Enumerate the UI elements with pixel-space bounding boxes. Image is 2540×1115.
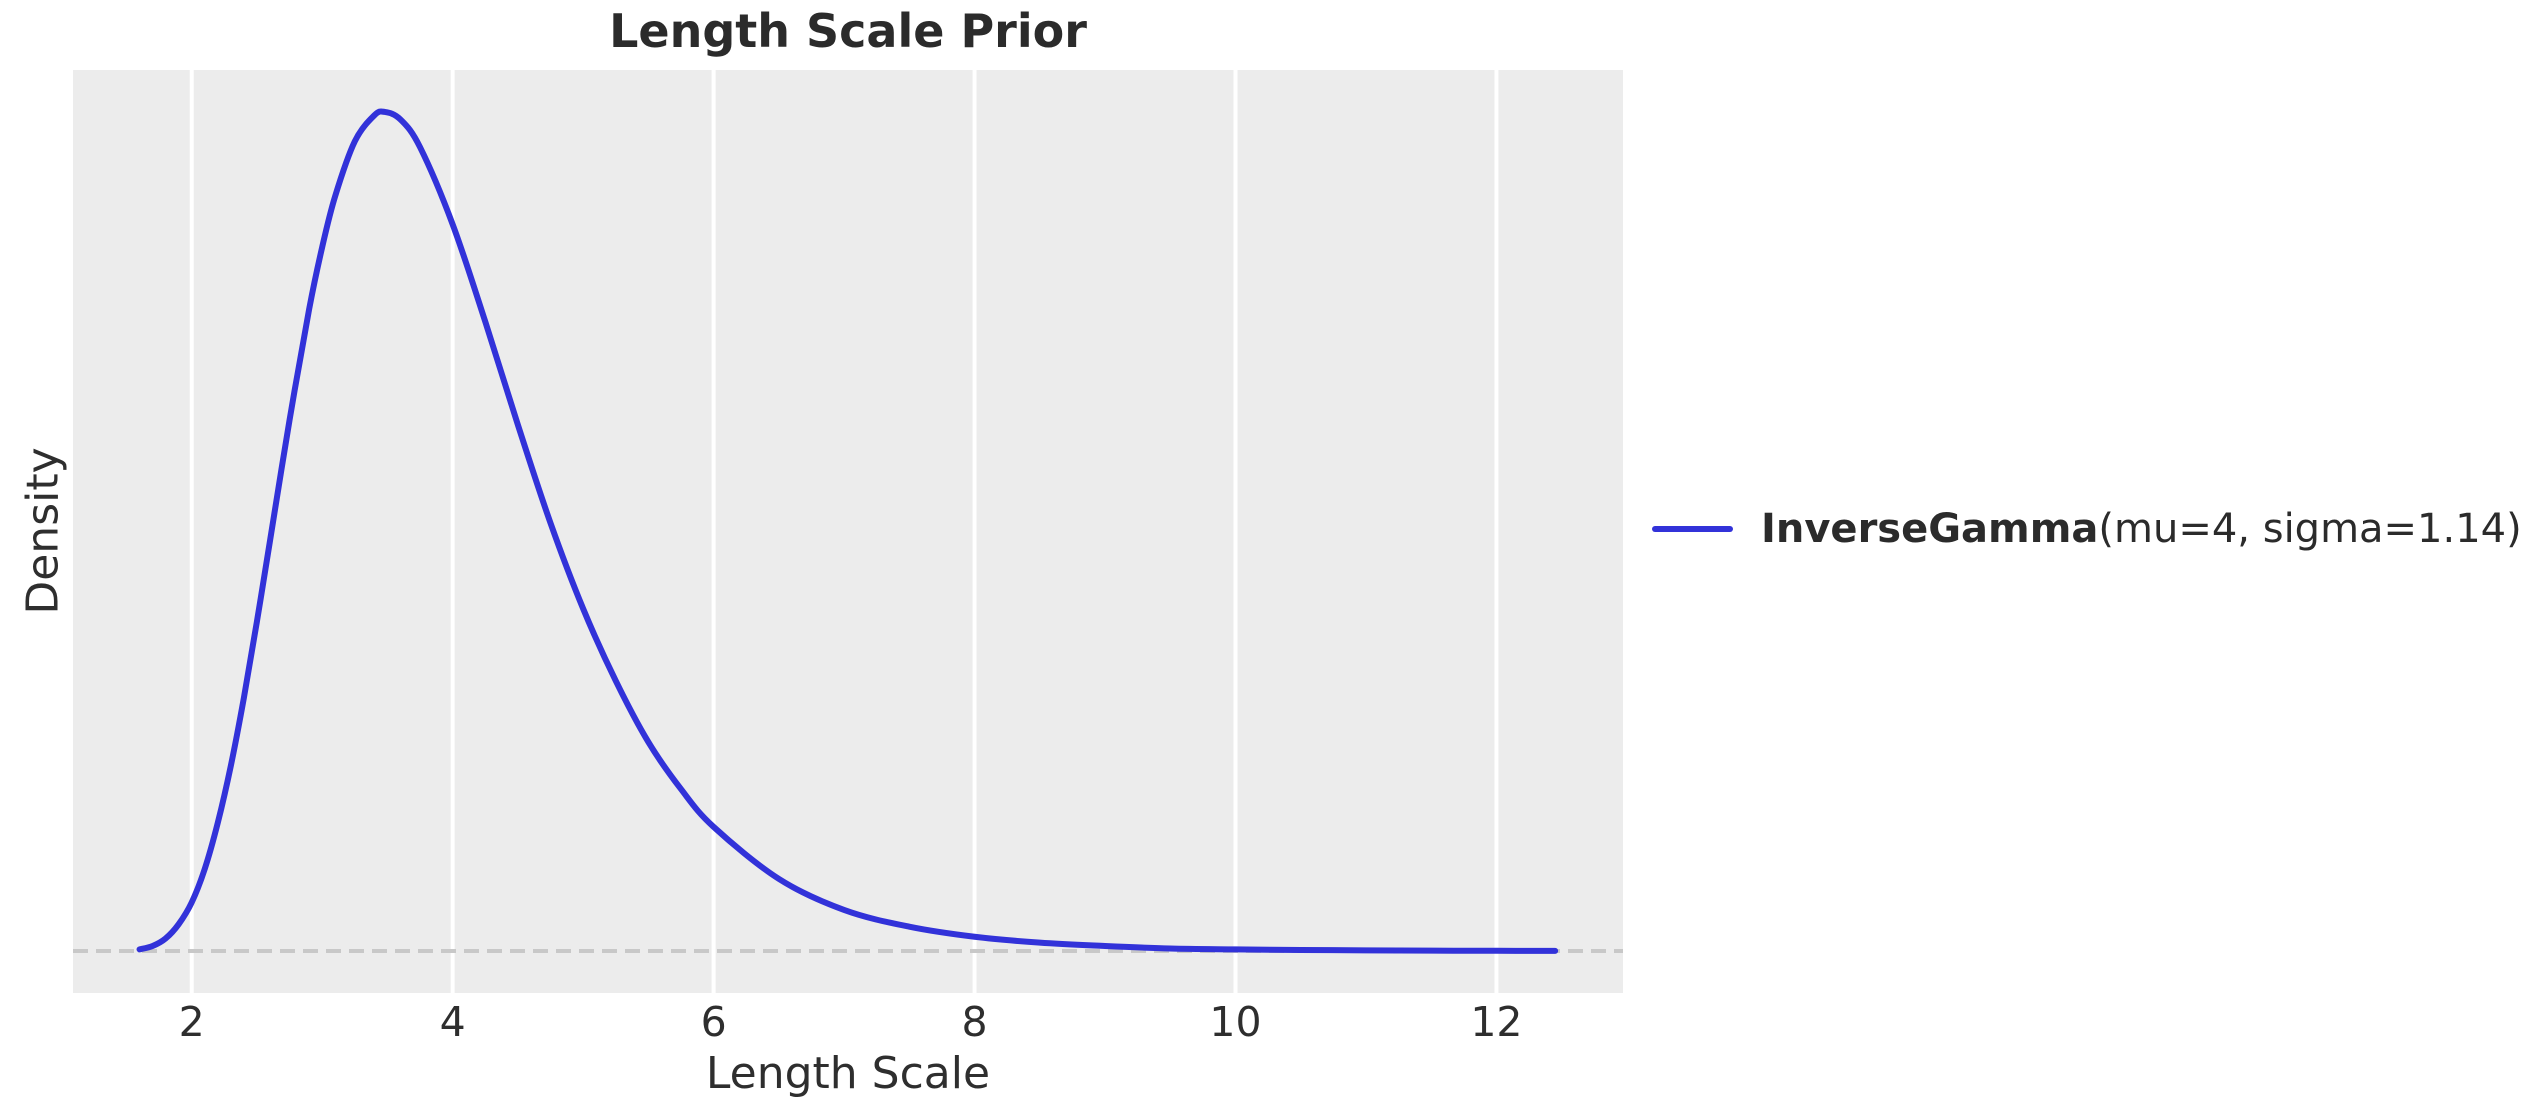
chart-title: Length Scale Prior (609, 4, 1087, 58)
plot-area (73, 70, 1623, 993)
x-axis-label: Length Scale (705, 1048, 991, 1099)
legend: InverseGamma(mu=4, sigma=1.14) (1652, 500, 2522, 558)
density-curve (136, 108, 1559, 954)
y-axis-label: Density (17, 447, 69, 615)
legend-label-params: (mu=4, sigma=1.14) (2098, 506, 2522, 552)
vertical-gridlines (189, 70, 1499, 993)
x-tick-label-12: 12 (1470, 998, 1523, 1046)
x-tick-label-4: 4 (439, 998, 466, 1046)
x-tick-label-10: 10 (1209, 998, 1262, 1046)
x-tick-label-8: 8 (961, 998, 988, 1046)
x-tick-label-6: 6 (700, 998, 727, 1046)
legend-line-marker (1652, 526, 1733, 532)
legend-label: InverseGamma(mu=4, sigma=1.14) (1761, 506, 2522, 552)
x-tick-label-2: 2 (178, 998, 205, 1046)
plot-canvas (73, 70, 1623, 993)
legend-label-distribution: InverseGamma (1761, 506, 2099, 552)
